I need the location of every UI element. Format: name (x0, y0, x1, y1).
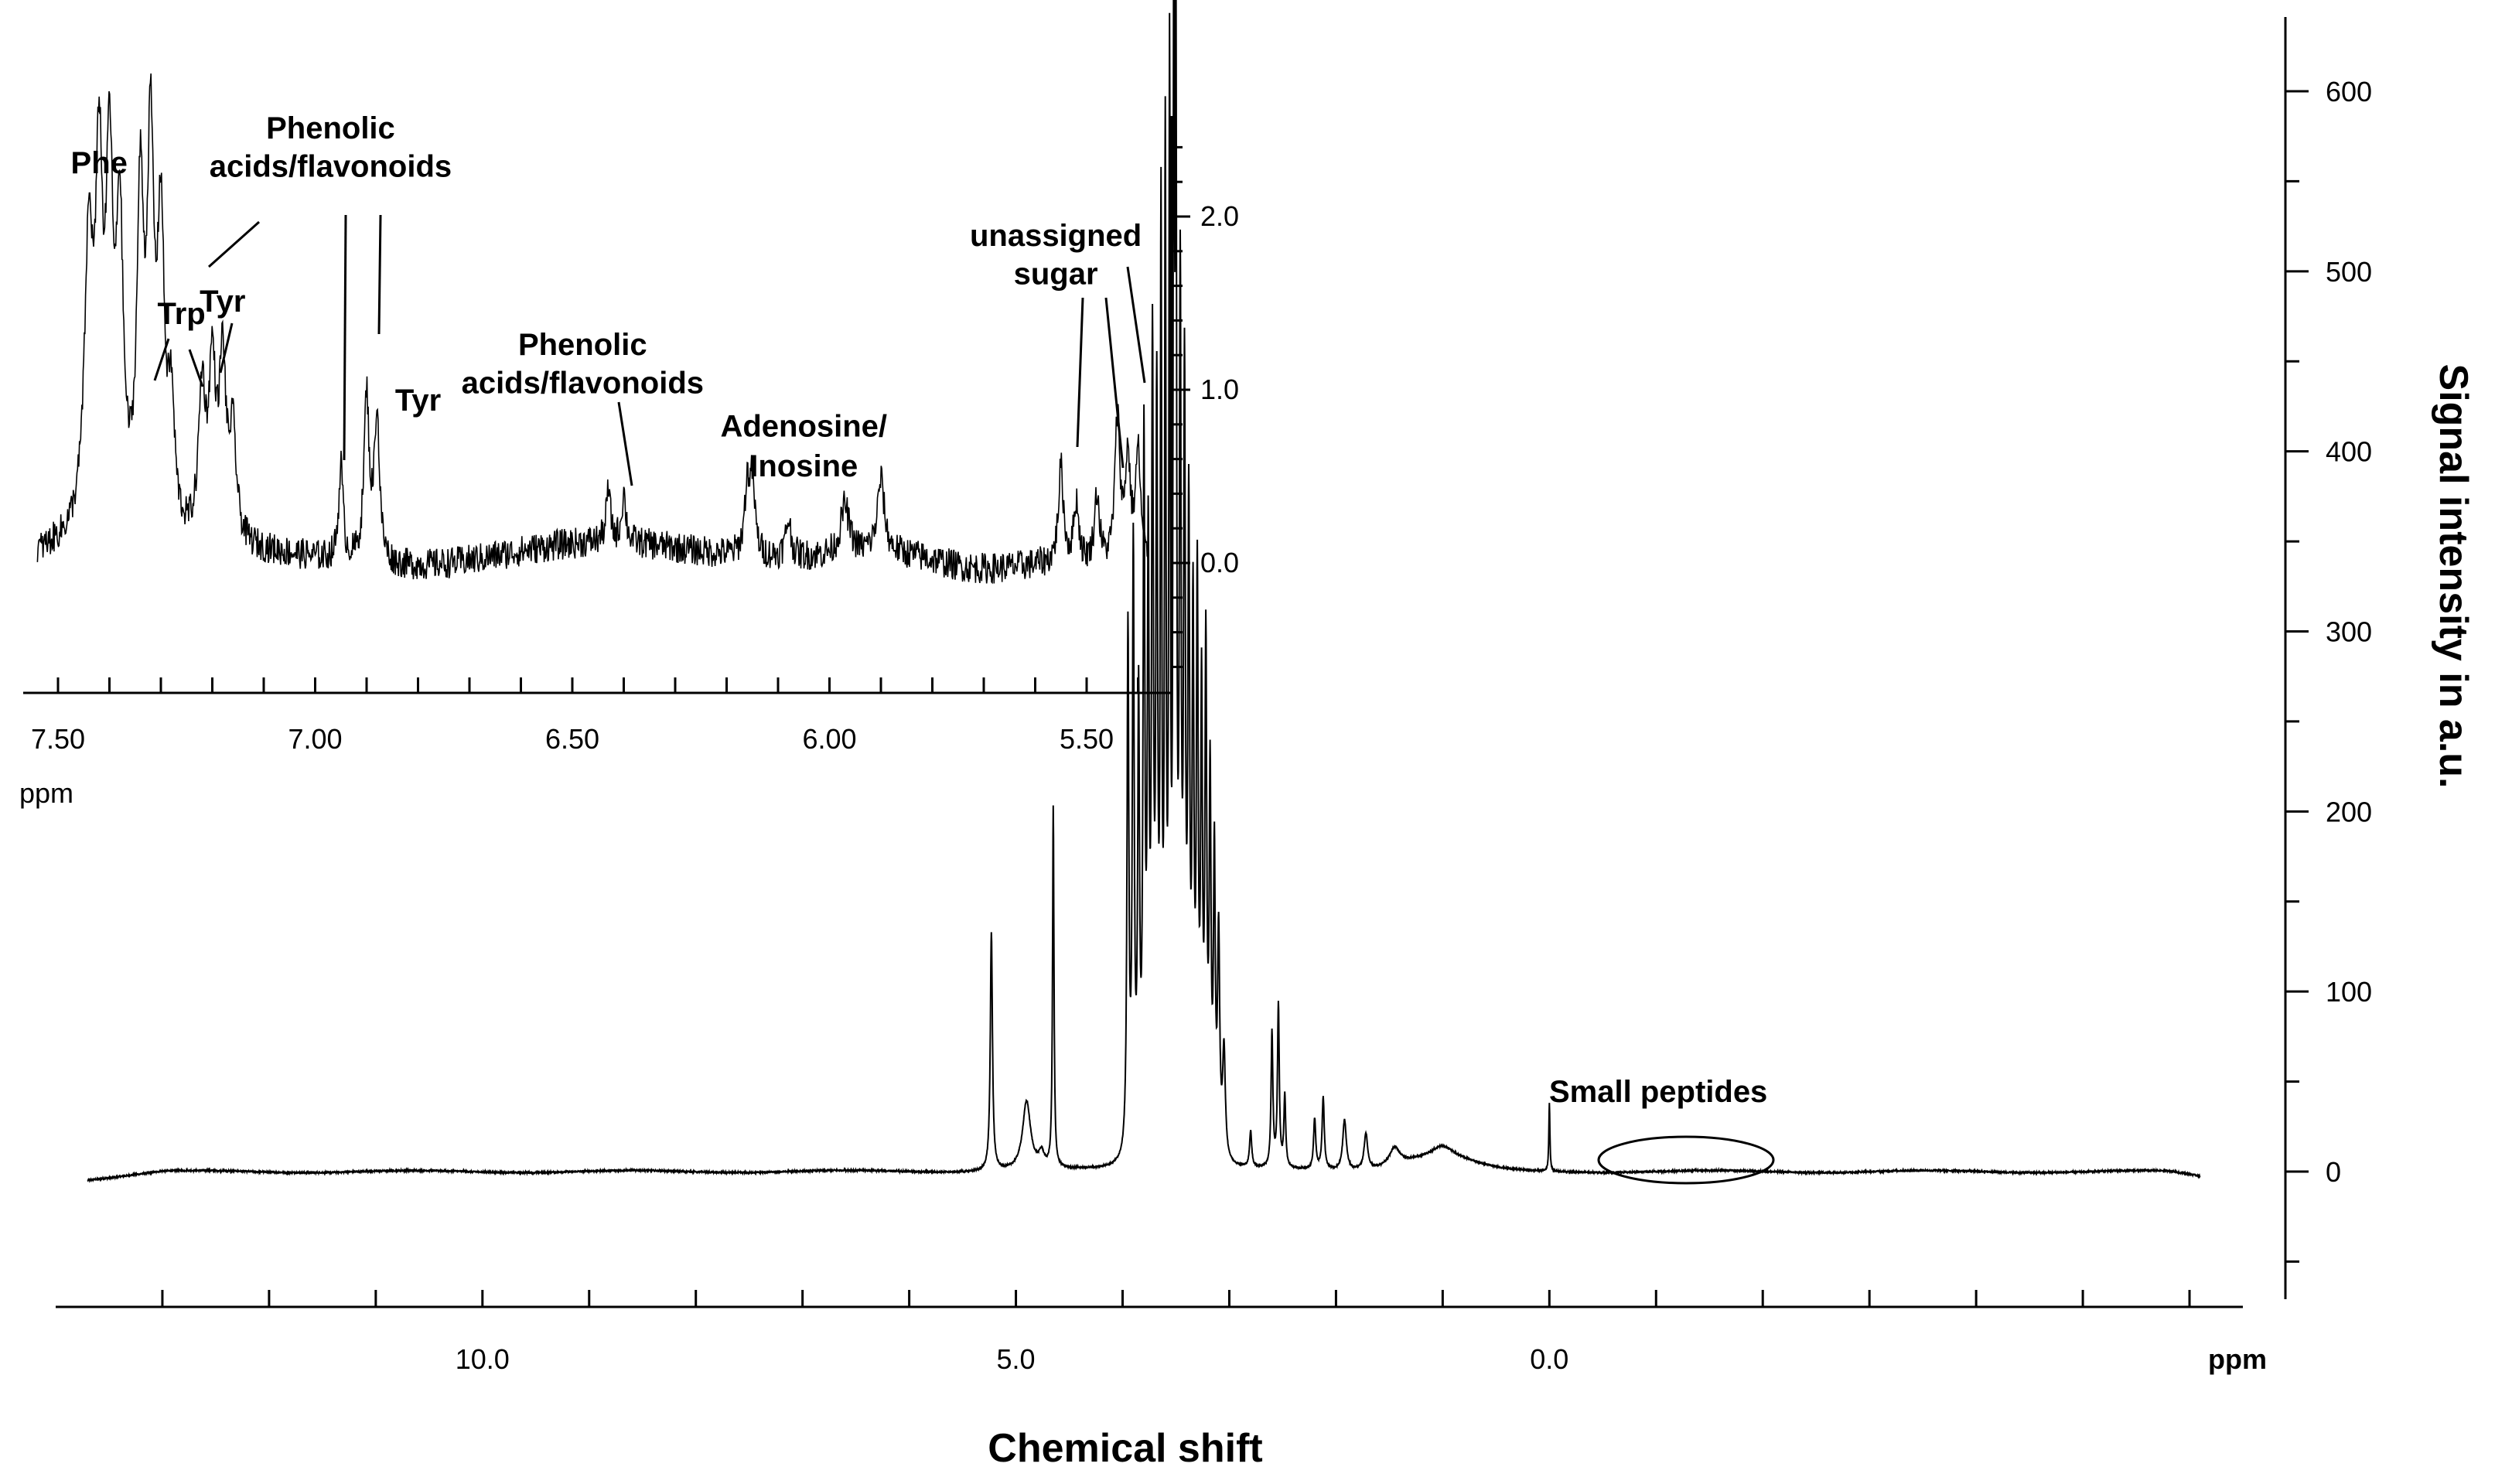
inset-leader-lines (153, 214, 1146, 486)
main-y-tick-label: 0 (2326, 1156, 2341, 1188)
leader-line-phenolic-3 (377, 214, 382, 335)
main-tick-labels: 10.0 5.0 0.0 0 100 200 300 400 500 600 (456, 76, 2372, 1375)
leader-line-phenolic-1 (208, 220, 260, 268)
inset-tick-labels: 7.50 7.00 6.50 6.00 5.50 0.0 1.0 2.0 (31, 200, 1239, 755)
inset-x-tick-label: 7.50 (31, 723, 85, 755)
inset-annotations: PhePhenolicacids/flavonoidsTrpTyrTyrPhen… (71, 111, 1142, 483)
inset-annotation: unassigned (970, 219, 1142, 253)
leader-line-sugar-2 (1104, 297, 1125, 469)
inset-annotation: Trp (157, 297, 205, 331)
inset-annotation: Tyr (200, 285, 245, 319)
leader-line-phenolic-2 (343, 214, 347, 461)
inset-y-tick-label: 1.0 (1200, 374, 1239, 405)
small-peptides-ellipse (1597, 1135, 1775, 1185)
main-x-axis-title: Chemical shift (988, 1426, 1262, 1471)
main-y-tick-label: 300 (2326, 616, 2372, 648)
leader-line-trp (153, 338, 170, 381)
inset-plot: 7.50 7.00 6.50 6.00 5.50 0.0 1.0 2.0 ppm Phe Phe… (19, 73, 1239, 809)
main-annotation: Small peptides (1549, 1075, 1767, 1109)
main-ticks (161, 90, 2309, 1307)
inset-x-tick-label: 5.50 (1060, 723, 1114, 755)
leader-line-sugar-1 (1076, 297, 1084, 448)
main-y-axis-title: Signal intensity in a.u. (2431, 364, 2476, 789)
inset-annotation: Adenosine/ (720, 409, 887, 443)
inset-annotation: sugar (1014, 257, 1098, 291)
leader-line-phenolic-4 (617, 401, 633, 486)
main-x-tick-label: 10.0 (456, 1343, 510, 1375)
inset-y-tick-label: 2.0 (1200, 200, 1239, 232)
main-y-tick-label: 200 (2326, 796, 2372, 827)
main-x-tick-label: 5.0 (997, 1343, 1036, 1375)
inset-annotation: Phenolic (266, 111, 395, 145)
main-y-tick-label: 400 (2326, 436, 2372, 468)
inset-x-tick-label: 6.00 (802, 723, 856, 755)
inset-annotation: Tyr (395, 384, 441, 418)
inset-spectrum-line (36, 73, 1149, 585)
inset-annotation: Phe (71, 146, 128, 180)
main-x-tick-label: 0.0 (1530, 1343, 1568, 1375)
inset-x-tick-label: 6.50 (545, 723, 599, 755)
inset-y-tick-label: 0.0 (1200, 547, 1239, 578)
inset-annotation: Phenolic (518, 328, 647, 362)
main-x-unit: ppm (2208, 1343, 2267, 1375)
leader-line-sugar-3 (1126, 266, 1146, 384)
inset-x-unit: ppm (19, 777, 73, 809)
leader-line-tyr-1 (188, 349, 204, 387)
inset-annotation: Inosine (749, 449, 858, 483)
inset-annotation: acids/flavonoids (210, 149, 452, 183)
inset-ticks (56, 145, 1190, 693)
main-spectrum-line (87, 0, 2201, 1183)
inset-x-tick-label: 7.00 (288, 723, 342, 755)
main-y-tick-label: 500 (2326, 256, 2372, 288)
main-y-tick-label: 100 (2326, 976, 2372, 1008)
leader-line-tyr-2 (219, 322, 234, 374)
main-y-tick-label: 600 (2326, 76, 2372, 107)
main-plot: 10.0 5.0 0.0 0 100 200 300 400 500 600 Small pept… (56, 0, 2476, 1471)
inset-annotation: acids/flavonoids (462, 366, 704, 400)
